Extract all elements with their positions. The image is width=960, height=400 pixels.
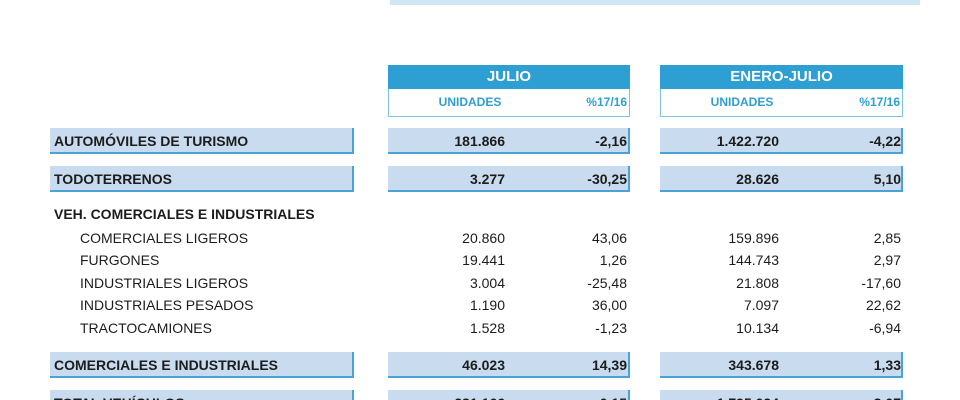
row-label: INDUSTRIALES LIGEROS bbox=[80, 275, 249, 291]
cell-value: 343.678 bbox=[728, 357, 779, 373]
row-band bbox=[50, 352, 354, 378]
row-band bbox=[388, 166, 630, 192]
cell-value: 1.795.024 bbox=[659, 390, 779, 400]
cell-value: 36,00 bbox=[591, 297, 627, 313]
cell-value: 5,10 bbox=[873, 171, 901, 187]
row-band bbox=[660, 166, 903, 192]
cell-value: 144.743 bbox=[728, 252, 779, 268]
cell-value: 1.190 bbox=[469, 297, 505, 313]
row-label: COMERCIALES E INDUSTRIALES bbox=[54, 357, 279, 373]
cell-value: -3,07 bbox=[781, 390, 901, 400]
row-label: VEH. COMERCIALES E INDUSTRIALES bbox=[54, 206, 315, 222]
cell-value: 181.866 bbox=[454, 133, 505, 149]
cell-value: 19.441 bbox=[462, 252, 505, 268]
cell-value: 159.896 bbox=[728, 230, 779, 246]
row-band bbox=[388, 390, 630, 400]
cell-value: 3.004 bbox=[469, 275, 505, 291]
cell-value: 20.860 bbox=[462, 230, 505, 246]
cell-value: -25,48 bbox=[587, 275, 627, 291]
cell-value: 1,33 bbox=[873, 357, 901, 373]
row-band bbox=[660, 128, 903, 154]
cell-value: 2,85 bbox=[873, 230, 901, 246]
cell-value: -30,25 bbox=[587, 171, 627, 187]
row-band bbox=[388, 352, 630, 378]
cell-value: 231.166 bbox=[385, 390, 505, 400]
cell-value: 3.277 bbox=[469, 171, 505, 187]
row-band bbox=[50, 166, 354, 192]
column-header: UNIDADES bbox=[710, 95, 774, 109]
cell-value: 1.528 bbox=[469, 320, 505, 336]
top-band bbox=[390, 0, 920, 5]
row-label: COMERCIALES LIGEROS bbox=[80, 230, 249, 246]
cell-value: 1,26 bbox=[599, 252, 627, 268]
column-header: %17/16 bbox=[586, 95, 627, 109]
row-label: TOTAL VEHÍCULOS bbox=[54, 390, 185, 400]
cell-value: 43,06 bbox=[591, 230, 627, 246]
column-header: %17/16 bbox=[859, 95, 900, 109]
cell-value: 2,97 bbox=[873, 252, 901, 268]
cell-value: 1.422.720 bbox=[716, 133, 779, 149]
cell-value: -17,60 bbox=[861, 275, 901, 291]
row-label: AUTOMÓVILES DE TURISMO bbox=[54, 133, 249, 149]
header-enero-julio: ENERO-JULIO bbox=[660, 65, 903, 89]
cell-value: 28.626 bbox=[736, 171, 779, 187]
row-label: TRACTOCAMIONES bbox=[80, 320, 212, 336]
cell-value: -4,22 bbox=[869, 133, 901, 149]
cell-value: 21.808 bbox=[736, 275, 779, 291]
row-band bbox=[50, 390, 354, 400]
header-julio: JULIO bbox=[388, 65, 630, 89]
subheader-box bbox=[388, 89, 630, 117]
row-label: TODOTERRENOS bbox=[54, 171, 172, 187]
row-band bbox=[50, 128, 354, 154]
cell-value: -6,94 bbox=[869, 320, 901, 336]
cell-value: 46.023 bbox=[462, 357, 505, 373]
cell-value: 0,15 bbox=[507, 390, 627, 400]
cell-value: 14,39 bbox=[591, 357, 627, 373]
row-band bbox=[660, 352, 903, 378]
cell-value: 10.134 bbox=[736, 320, 779, 336]
row-label: FURGONES bbox=[80, 252, 160, 268]
row-label: INDUSTRIALES PESADOS bbox=[80, 297, 254, 313]
column-header: UNIDADES bbox=[438, 95, 502, 109]
cell-value: -2,16 bbox=[595, 133, 627, 149]
row-band bbox=[660, 390, 903, 400]
cell-value: 22,62 bbox=[865, 297, 901, 313]
row-band bbox=[388, 128, 630, 154]
cell-value: -1,23 bbox=[595, 320, 627, 336]
cell-value: 7.097 bbox=[743, 297, 779, 313]
subheader-box bbox=[660, 89, 903, 117]
